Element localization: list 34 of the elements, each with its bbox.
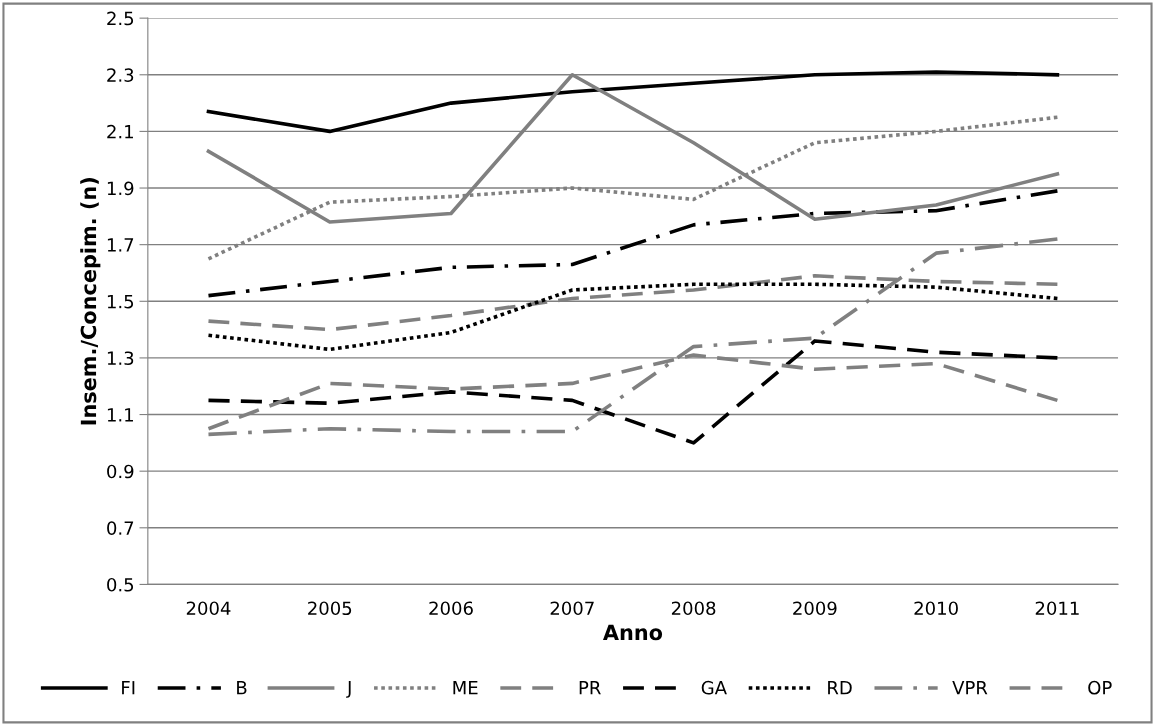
legend-label: VPR (952, 681, 988, 695)
y-tick-label: 1.3 (107, 351, 134, 366)
y-tick-label: 0.7 (107, 521, 134, 535)
legend-label: B (237, 681, 247, 695)
y-tick-label: 1.9 (107, 181, 134, 196)
legend-label: FI (122, 681, 135, 695)
x-tick-label: 2008 (671, 601, 716, 616)
line-series (206, 339, 1060, 445)
legend-label: ME (453, 681, 478, 695)
legend-label: RD (828, 681, 852, 695)
y-tick-label: 0.5 (107, 577, 134, 592)
x-axis-title: Anno (602, 624, 663, 641)
x-tick-label: 2006 (429, 601, 473, 616)
y-tick-label: 1.5 (107, 294, 134, 309)
legend-label: J (346, 681, 351, 698)
x-tick-label: 2007 (550, 601, 594, 616)
line-series (206, 70, 1060, 134)
x-tick-label: 2005 (308, 601, 352, 616)
x-tick-label: 2004 (186, 601, 231, 616)
legend-label: GA (701, 680, 727, 695)
legend-label: OP (1088, 680, 1112, 695)
y-tick-label: 1.7 (107, 238, 134, 252)
line-series (206, 189, 1060, 298)
x-tick-label: 2010 (914, 601, 958, 616)
line-series (206, 282, 1060, 352)
y-tick-label: 0.9 (107, 464, 134, 479)
y-tick-label: 2.5 (107, 11, 134, 26)
x-tick-label: 2009 (793, 601, 837, 616)
y-tick-label: 2.1 (107, 124, 133, 139)
x-tick-label: 2011 (1035, 601, 1079, 616)
y-tick-label: 1.1 (107, 408, 133, 422)
y-axis-title: Insem./Concepim. (n) (80, 178, 101, 425)
y-tick-label: 2.3 (107, 68, 134, 82)
legend-label: PR (579, 681, 601, 695)
